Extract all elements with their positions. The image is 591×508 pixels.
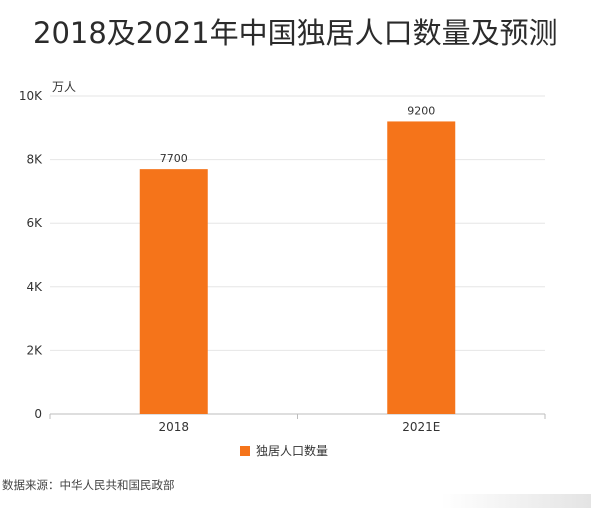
legend-label: 独居人口数量 [256,444,329,458]
y-tick-label: 2K [26,343,43,357]
data-label: 9200 [407,104,435,117]
y-tick-label: 0 [34,407,42,421]
y-tick-label: 6K [26,216,43,230]
y-tick-label: 8K [26,153,43,167]
x-tick-label: 2018 [158,420,189,434]
chart-title: 2018及2021年中国独居人口数量及预测 [33,16,558,50]
y-tick-label: 10K [19,89,43,103]
data-source-note: 数据来源：中华人民共和国民政部 [2,478,175,492]
data-label: 7700 [160,152,188,165]
bar-2018 [139,169,208,414]
bar-2021e [387,121,456,414]
chart-legend: 独居人口数量 [240,442,328,459]
x-tick-label: 2021E [402,420,440,434]
legend-swatch [240,445,250,456]
y-axis-unit-label: 万人 [52,80,77,94]
watermark-corner [441,494,591,508]
y-tick-label: 4K [26,280,43,294]
